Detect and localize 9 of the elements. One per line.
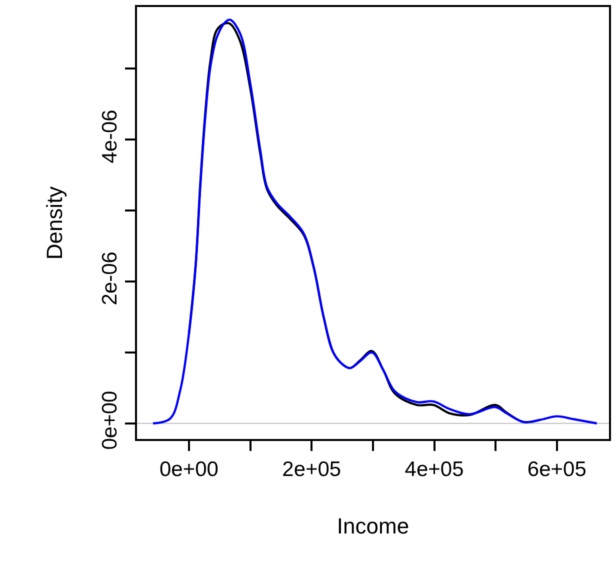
x-tick-label: 6e+05 — [527, 458, 586, 482]
y-axis-title: Density — [42, 186, 67, 260]
x-tick-label: 2e+05 — [282, 458, 342, 482]
x-axis-title: Income — [336, 514, 410, 539]
x-tick-label: 0e+00 — [160, 458, 218, 482]
line-series — [152, 18, 598, 424]
y-tick-label: 2e-06 — [98, 252, 122, 306]
x-tick-label: 4e+05 — [404, 458, 464, 482]
y-tick-label: 4e-06 — [98, 110, 122, 164]
